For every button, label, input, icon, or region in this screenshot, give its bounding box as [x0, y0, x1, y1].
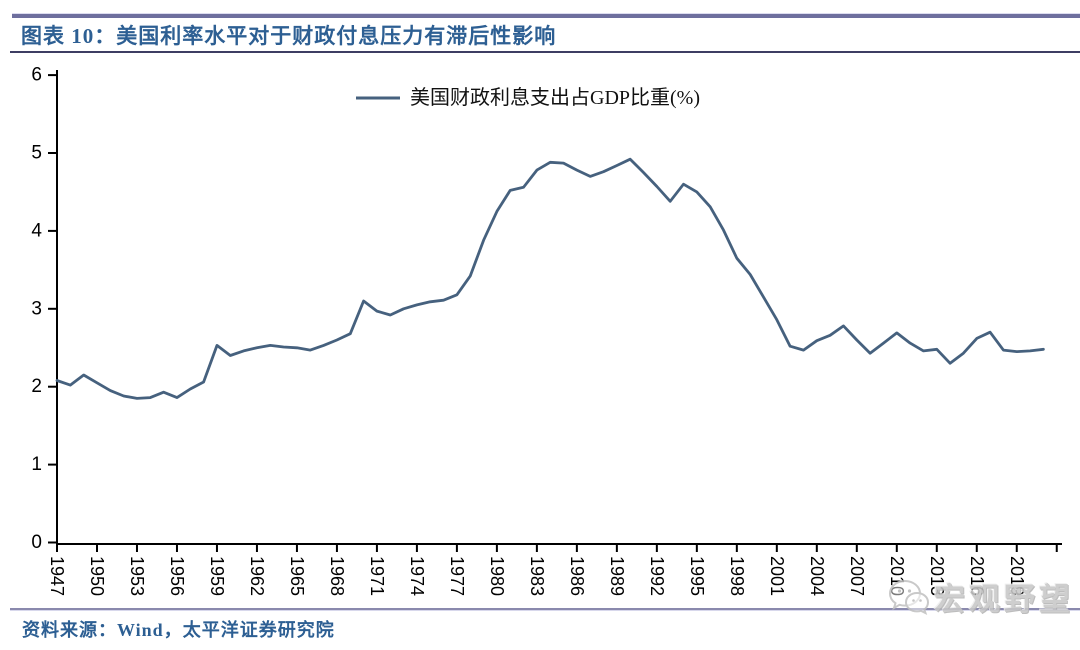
x-tick-label: 1977: [447, 556, 467, 596]
series-line: [55, 157, 1045, 400]
x-tick-label: 1947: [47, 556, 67, 596]
x-tick-label: 1992: [647, 556, 667, 596]
y-tick-label: 5: [31, 143, 42, 164]
y-tick-label: 1: [31, 454, 42, 475]
top-divider: [12, 13, 1080, 18]
x-tick-label: 1959: [207, 556, 227, 596]
x-tick-label: 1956: [167, 556, 187, 596]
x-tick-label: 1995: [687, 556, 707, 596]
source-note: 资料来源：Wind，太平洋证券研究院: [22, 620, 335, 640]
x-tick-label: 2019: [1007, 556, 1027, 596]
x-tick-label: 2004: [807, 556, 827, 596]
y-tick-label: 2: [31, 376, 42, 397]
x-tick-label: 1986: [567, 556, 587, 596]
x-tick-label: 1953: [127, 556, 147, 596]
x-tick-label: 1989: [607, 556, 627, 596]
x-tick-label: 2007: [847, 556, 867, 596]
y-tick-label: 6: [31, 65, 42, 86]
x-tick-label: 1950: [87, 556, 107, 596]
figure-title: 图表 10：美国利率水平对于财政付息压力有滞后性影响: [21, 24, 557, 48]
y-tick-label: 3: [31, 298, 42, 319]
x-tick-label: 1998: [727, 556, 747, 596]
x-tick-label: 2016: [967, 556, 987, 596]
x-tick-label: 1983: [527, 556, 547, 596]
x-tick-label: 2013: [927, 556, 947, 596]
x-tick-label: 1968: [327, 556, 347, 596]
y-tick-label: 4: [31, 220, 42, 241]
x-tick-label: 1965: [287, 556, 307, 596]
y-tick-label: 0: [31, 532, 42, 553]
x-tick-label: 2010: [887, 556, 907, 596]
source-divider: [10, 608, 1080, 611]
x-tick-label: 1962: [247, 556, 267, 596]
x-tick-label: 1974: [407, 556, 427, 596]
x-tick-label: 1971: [367, 556, 387, 596]
x-tick-label: 2001: [767, 556, 787, 596]
legend-label: 美国财政利息支出占GDP比重(%): [410, 86, 700, 109]
title-divider: [10, 51, 1080, 53]
x-tick-label: 1980: [487, 556, 507, 596]
